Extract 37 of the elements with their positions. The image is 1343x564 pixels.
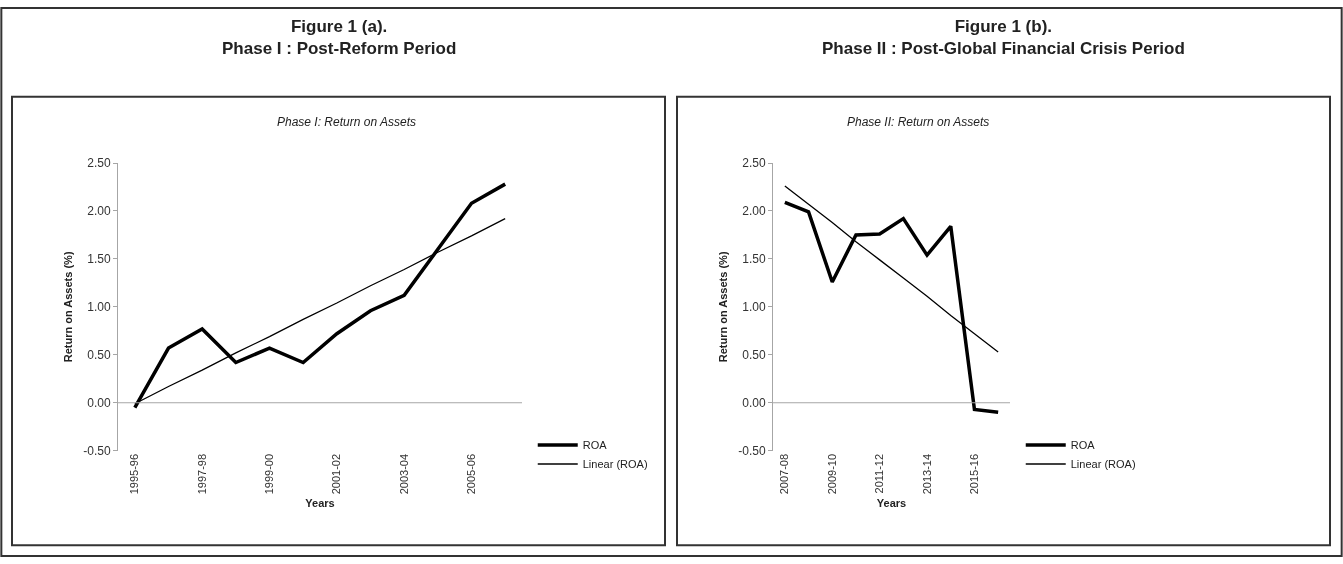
x-tick-label: 1999-00 xyxy=(263,453,276,495)
y-tick-label: -0.50 xyxy=(738,443,766,458)
y-tick-label: 1.00 xyxy=(742,300,766,315)
x-tick-label: 2005-06 xyxy=(465,453,478,495)
y-tick-label: 0.00 xyxy=(742,395,766,410)
legend-label: ROA xyxy=(582,439,608,452)
x-tick-label: 1997-98 xyxy=(195,453,208,495)
legend-label: Linear (ROA) xyxy=(582,458,648,471)
chart-subtitle: Phase I: Return on Assets xyxy=(277,115,416,129)
y-tick-label: 1.50 xyxy=(87,252,111,267)
x-tick-label: 2007-08 xyxy=(778,453,791,495)
y-tick-label: 2.50 xyxy=(742,156,766,171)
y-tick-label: 0.00 xyxy=(87,395,111,410)
chart-subtitle: Phase II: Return on Assets xyxy=(847,115,990,129)
y-tick-label: 0.50 xyxy=(742,348,766,363)
y-tick-label: 2.00 xyxy=(742,204,766,219)
x-axis-title: Years xyxy=(876,497,907,510)
x-tick-label: 2009-10 xyxy=(825,453,838,495)
x-axis-title: Years xyxy=(305,497,335,510)
y-axis-title: Return on Assets (%) xyxy=(61,251,74,363)
x-tick-label: 2011-12 xyxy=(873,453,886,494)
y-tick-label: 2.00 xyxy=(87,204,111,219)
chart-title: Figure 1 (a). Phase I : Post-Reform Period xyxy=(222,17,457,59)
x-tick-label: 2015-16 xyxy=(968,453,981,495)
y-axis-title: Return on Assets (%) xyxy=(716,251,729,363)
x-tick-label: 2003-04 xyxy=(397,453,410,495)
legend-label: ROA xyxy=(1070,439,1096,452)
legend-label: Linear (ROA) xyxy=(1070,458,1136,471)
x-tick-label: 2001-02 xyxy=(330,453,343,495)
x-tick-label: 2013-14 xyxy=(920,453,933,495)
y-tick-label: -0.50 xyxy=(83,443,111,458)
x-tick-label: 1995-96 xyxy=(128,453,141,495)
y-tick-label: 0.50 xyxy=(87,348,111,363)
chart-title: Figure 1 (b). Phase II : Post-Global Financial Crisis Period xyxy=(822,17,1185,59)
y-tick-label: 2.50 xyxy=(87,156,111,171)
y-tick-label: 1.50 xyxy=(742,252,766,267)
y-tick-label: 1.00 xyxy=(87,300,111,315)
